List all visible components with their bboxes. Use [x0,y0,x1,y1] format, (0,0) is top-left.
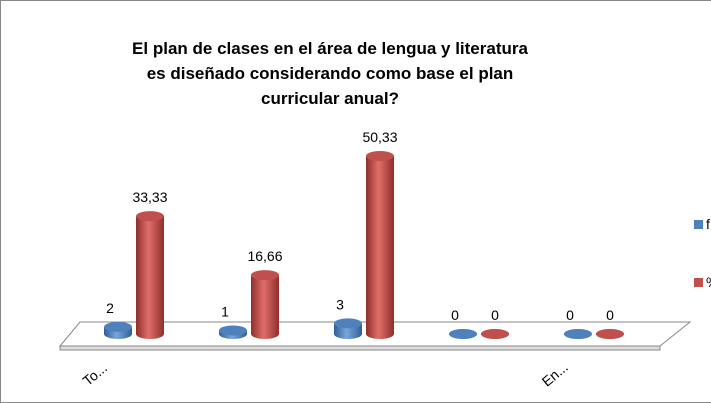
bar-body [251,275,279,334]
legend-swatch [694,220,703,229]
bar-top [481,329,509,339]
legend-label: % [706,274,711,290]
bar-top [251,270,279,281]
bar-body [334,323,362,334]
bar-body [366,156,394,334]
bar-top [136,211,164,222]
chart-title: El plan de clases en el área de lengua y… [132,39,528,108]
bar [596,329,624,339]
bar [481,329,509,339]
legend-label: f [706,216,710,232]
bar [219,325,247,339]
data-label: 33,33 [132,189,167,205]
bar-top [366,151,394,161]
data-label: 50,33 [362,129,397,145]
legend-swatch [694,278,703,287]
data-label: 2 [106,300,114,316]
bar [334,318,362,339]
data-label: 0 [606,307,614,323]
data-label: 16,66 [247,248,282,264]
bar [104,321,132,339]
bar-top [334,318,362,329]
data-label: 1 [221,303,229,319]
data-label: 0 [491,307,499,323]
data-label: 3 [336,296,344,312]
bar [449,329,477,339]
floor-edge [59,345,661,351]
data-label: 0 [566,307,574,323]
bar [564,329,592,339]
bar-top [596,329,624,339]
bar [136,211,164,339]
bar-top [104,321,132,332]
bar-top [449,329,477,339]
bar [366,151,394,339]
bar-body [136,216,164,334]
bar [251,270,279,339]
bar-top [219,325,247,336]
bar-top [564,329,592,339]
data-label: 0 [451,307,459,323]
